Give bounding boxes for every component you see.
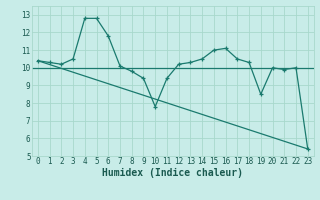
X-axis label: Humidex (Indice chaleur): Humidex (Indice chaleur) [102, 168, 243, 178]
